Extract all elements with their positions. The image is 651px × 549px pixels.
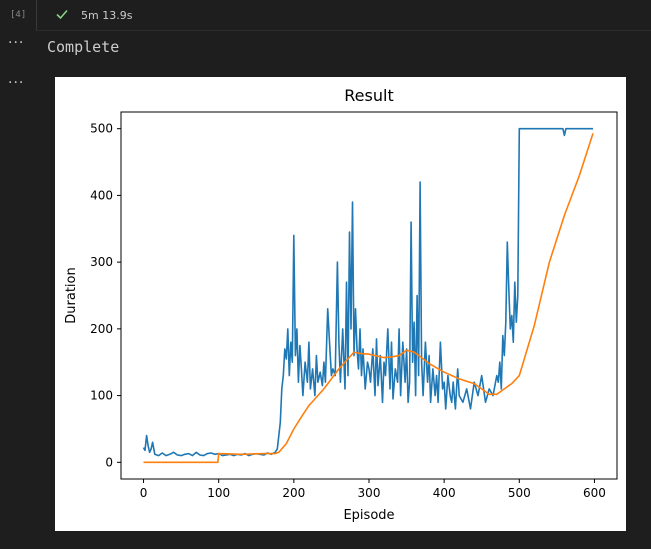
check-icon xyxy=(56,9,68,20)
plot-area xyxy=(142,127,594,464)
x-tick-label: 400 xyxy=(433,486,456,500)
output-more-actions-icon[interactable]: ··· xyxy=(8,75,25,91)
execution-duration: 5m 13.9s xyxy=(81,9,133,22)
y-tick-label: 300 xyxy=(90,255,113,269)
x-tick-label: 200 xyxy=(282,486,305,500)
y-tick-label: 200 xyxy=(90,322,113,336)
axes-frame xyxy=(120,111,618,480)
more-actions-icon[interactable]: ··· xyxy=(8,35,25,51)
cell-gutter: [4] ··· ··· xyxy=(0,0,36,549)
x-tick-label: 100 xyxy=(207,486,230,500)
y-tick-label: 400 xyxy=(90,188,113,202)
x-tick-label: 600 xyxy=(583,486,606,500)
output-text: Complete xyxy=(47,38,120,56)
series-line-1 xyxy=(143,133,594,464)
y-axis-label: Duration xyxy=(64,267,79,323)
x-axis: 0 100 200 300 400 500 600 xyxy=(140,479,606,500)
x-tick-label: 500 xyxy=(508,486,531,500)
y-axis: 0 100 200 300 400 500 xyxy=(90,122,121,469)
execution-count: [4] xyxy=(10,10,27,20)
chart-svg: Result 0 100 200 300 400 500 600 0 100 200 300 400… xyxy=(64,86,618,523)
y-tick-label: 0 xyxy=(105,455,113,469)
cell-divider xyxy=(36,30,651,31)
chart-figure: Result 0 100 200 300 400 500 600 0 100 200 300 400… xyxy=(55,77,626,531)
series-line-0 xyxy=(142,127,593,457)
y-tick-label: 500 xyxy=(90,122,113,136)
x-tick-label: 300 xyxy=(358,486,381,500)
cell-status-bar: 5m 13.9s xyxy=(36,0,651,30)
chart-title: Result xyxy=(344,86,393,105)
y-tick-label: 100 xyxy=(90,389,113,403)
x-axis-label: Episode xyxy=(343,508,394,523)
x-tick-label: 0 xyxy=(140,486,148,500)
